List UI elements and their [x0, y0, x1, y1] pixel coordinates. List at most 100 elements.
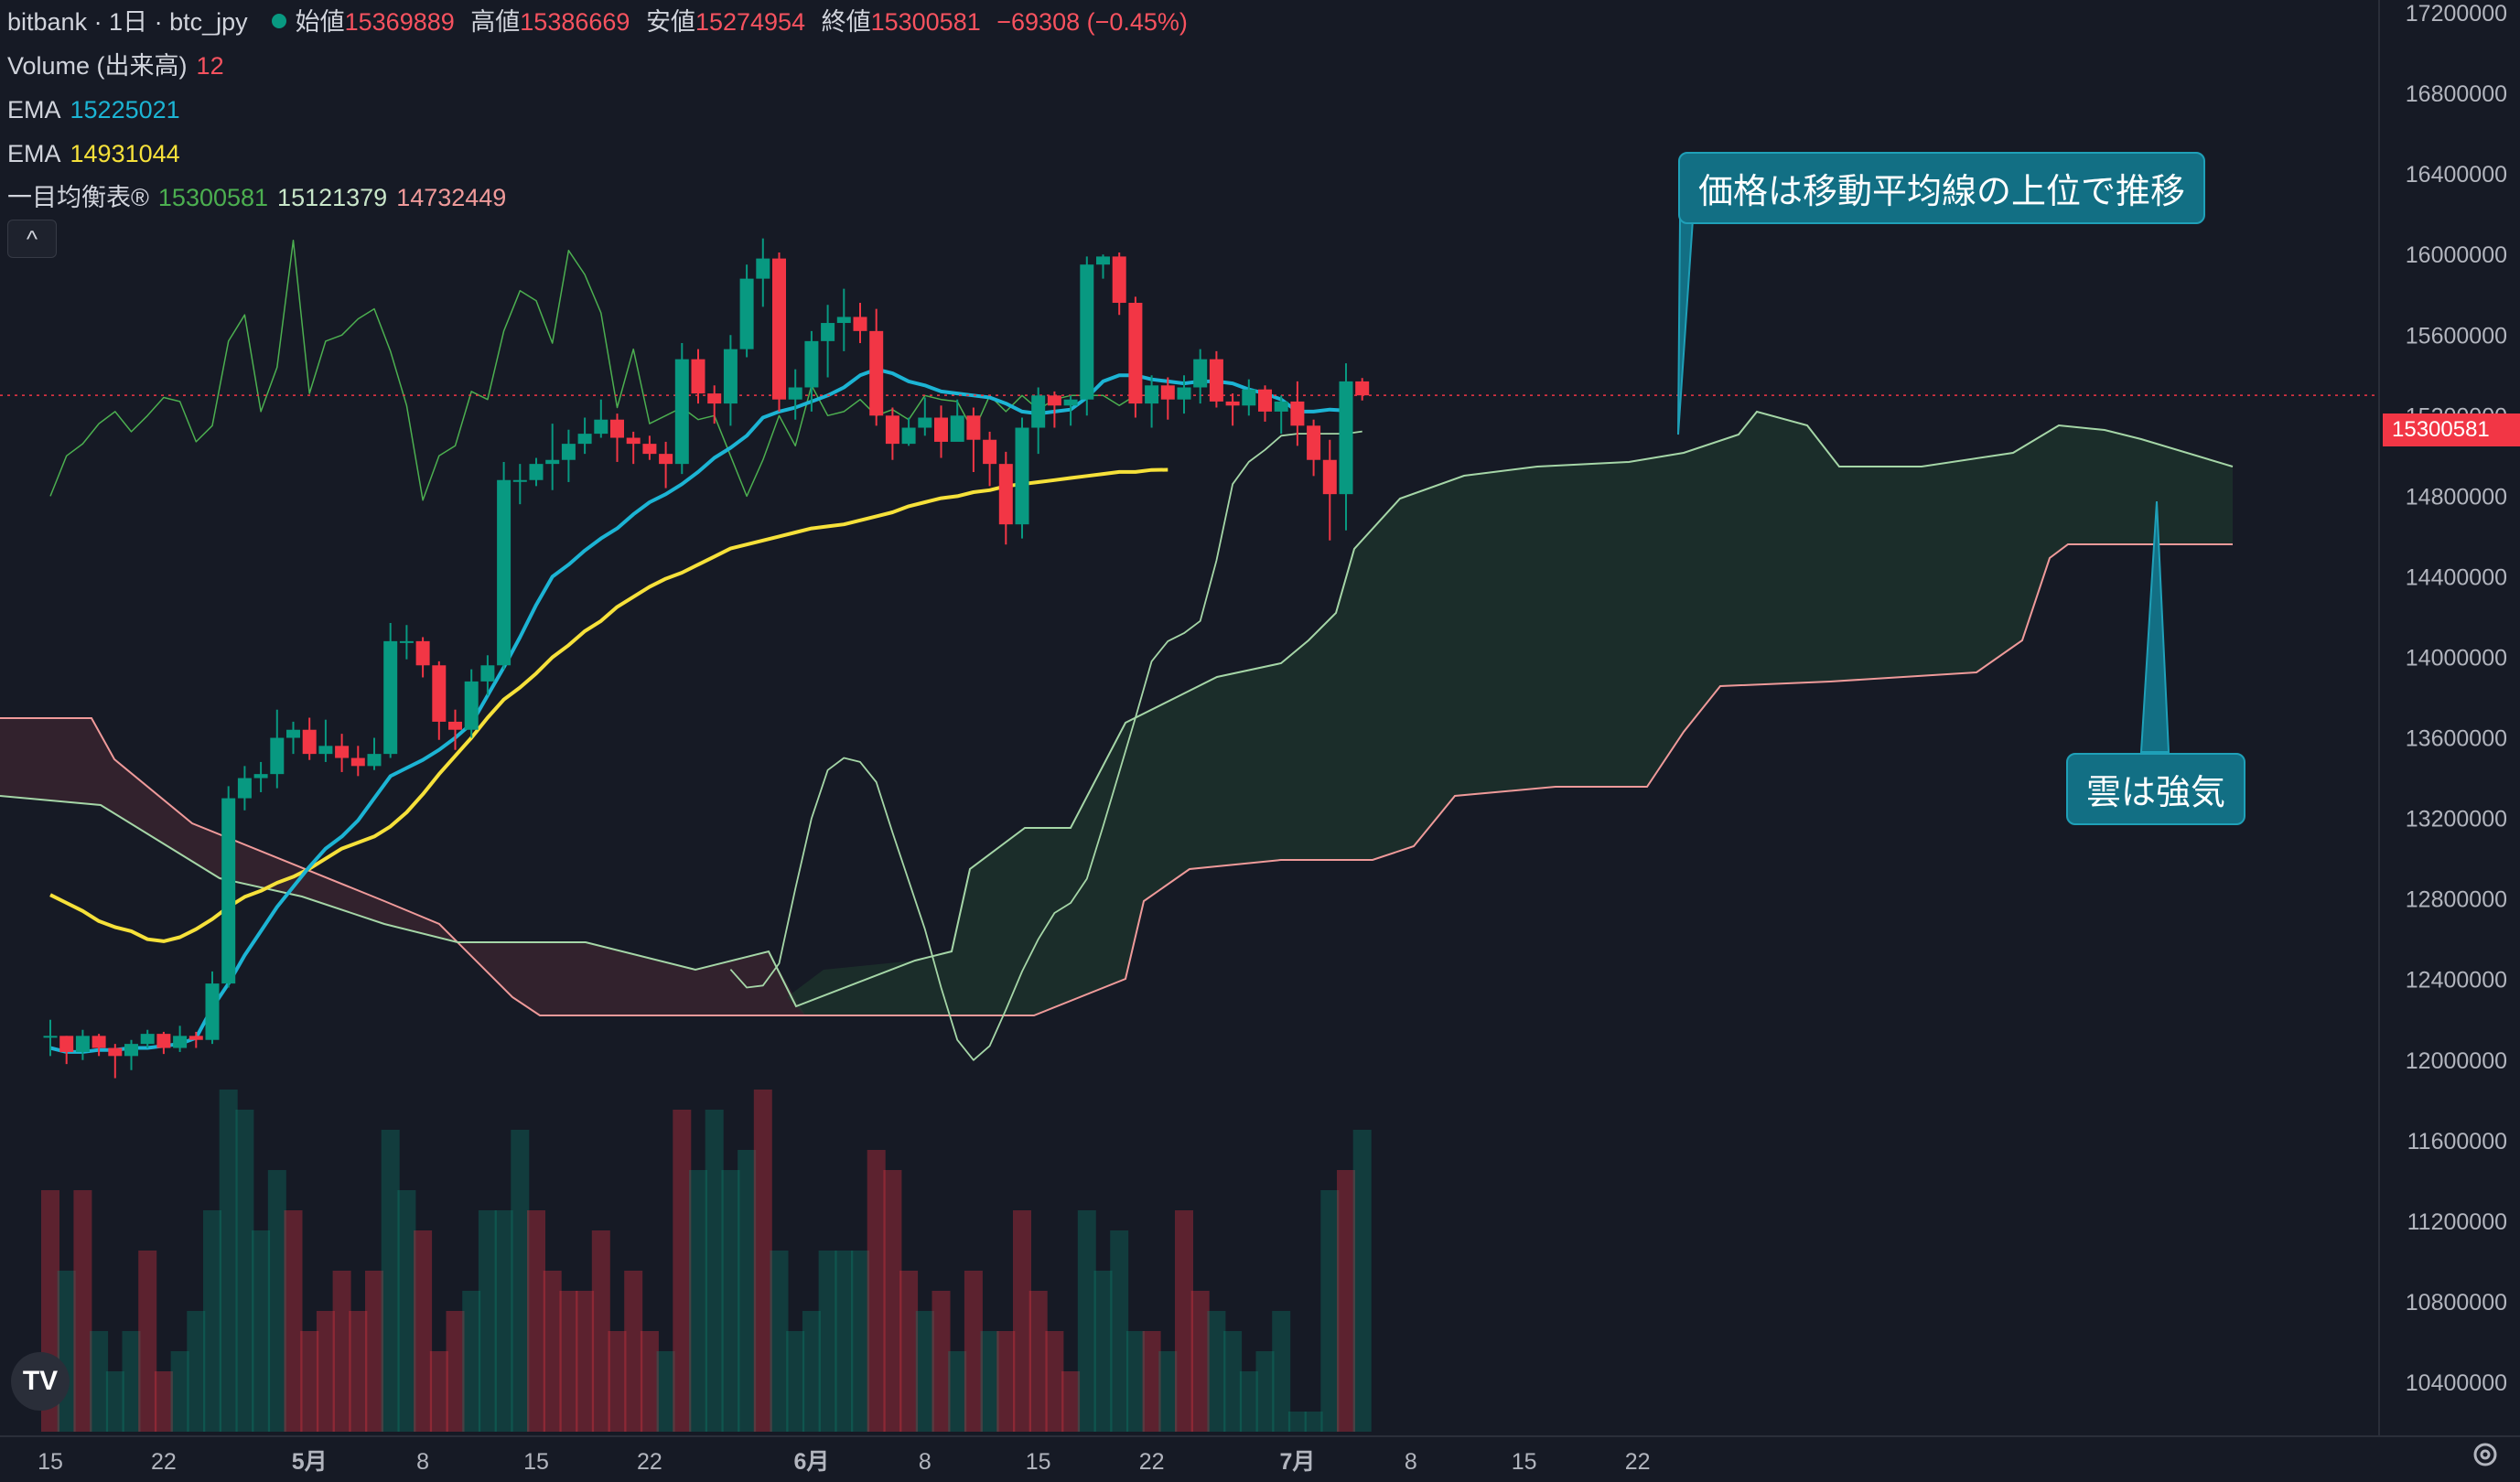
legend-ichimoku-row[interactable]: 一目均衡表® 15300581 15121379 14732449: [7, 176, 1197, 220]
candle-body: [140, 1034, 155, 1045]
candle-body: [821, 323, 835, 341]
price-tick-label: 14800000: [2406, 484, 2507, 510]
legend-ema1-row[interactable]: EMA 15225021: [7, 88, 1197, 132]
time-tick-label: 8: [919, 1449, 932, 1475]
time-tick-label: 22: [1139, 1449, 1165, 1475]
settings-gear-icon[interactable]: [2467, 1436, 2504, 1473]
low-label: 安値: [645, 8, 695, 36]
ichimoku-value-1: 15300581: [157, 184, 269, 211]
volume-bar: [267, 1170, 286, 1432]
price-tick-label: 14000000: [2406, 645, 2507, 671]
volume-bar: [332, 1271, 351, 1432]
time-tick-label: 5月: [292, 1449, 328, 1475]
candle-body: [707, 393, 722, 404]
price-tick-label: 12400000: [2406, 968, 2507, 993]
time-tick-label: 15: [1026, 1449, 1051, 1475]
candles: [43, 238, 1370, 1079]
candle-body: [950, 415, 964, 442]
volume-bar: [1287, 1412, 1307, 1432]
candle-body: [1063, 399, 1078, 406]
candle-body: [885, 415, 899, 445]
ema-slow-line: [49, 467, 1168, 943]
candle-body: [1160, 385, 1175, 400]
price-tick-label: 13200000: [2406, 807, 2507, 832]
legend-volume-row[interactable]: Volume (出来高) 12: [7, 44, 1197, 88]
volume-bar: [1142, 1331, 1161, 1432]
volume-bar: [1045, 1331, 1064, 1432]
volume-bar: [835, 1251, 854, 1432]
candle-body: [804, 340, 819, 388]
price-axis: 17200000 16800000 16400000 16000000 15600000…: [2378, 0, 2520, 1482]
price-tick-label: 14400000: [2406, 564, 2507, 590]
candle-body: [1339, 381, 1353, 495]
volume-bar: [1190, 1291, 1210, 1432]
market-status-icon: [271, 13, 286, 28]
candle-body: [1290, 401, 1305, 426]
volume-bar: [591, 1230, 610, 1432]
tradingview-logo-icon[interactable]: TV: [11, 1352, 70, 1411]
change-value: −69308 (−0.45%): [996, 8, 1188, 36]
volume-bar: [1239, 1371, 1258, 1432]
symbol-title[interactable]: bitbank · 1日 · btc_jpy: [7, 8, 248, 36]
price-tick-label: 16400000: [2406, 162, 2507, 188]
time-tick-label: 15: [38, 1449, 63, 1475]
candle-body: [788, 387, 802, 400]
candle-body: [1015, 427, 1029, 525]
candle-body: [659, 454, 673, 465]
candle-body: [1355, 381, 1370, 396]
candle-body: [610, 419, 624, 438]
candle-body: [1322, 459, 1337, 495]
volume-bar: [559, 1291, 578, 1432]
volume-bar: [1352, 1130, 1372, 1432]
volume-bar: [1077, 1210, 1096, 1432]
chevron-up-icon: ^: [26, 224, 38, 252]
volume-bar: [1158, 1351, 1178, 1432]
volume-bar: [1125, 1331, 1145, 1432]
volume-bar: [932, 1291, 951, 1432]
volume-bar: [915, 1311, 934, 1432]
time-tick-label: 6月: [793, 1449, 829, 1475]
volume-bar: [73, 1190, 92, 1432]
candle-body: [350, 757, 365, 767]
volume-bar: [753, 1090, 772, 1432]
volume-bar: [478, 1210, 497, 1432]
price-tick-label: 13600000: [2406, 726, 2507, 752]
volume-bar: [705, 1110, 724, 1432]
candle-body: [43, 1036, 58, 1038]
volume-bar: [786, 1331, 805, 1432]
candle-body: [1128, 303, 1143, 404]
candle-body: [399, 640, 414, 643]
volume-bar: [899, 1271, 919, 1432]
time-tick-label: 22: [637, 1449, 662, 1475]
legend-ema2-row[interactable]: EMA 14931044: [7, 132, 1197, 176]
bearish-cloud-area: [0, 718, 824, 1015]
candle-body: [626, 437, 641, 445]
volume-bar: [1175, 1210, 1193, 1432]
candle-body: [998, 464, 1013, 525]
candle-body: [577, 434, 592, 445]
candle-body: [756, 258, 770, 279]
candle-body: [188, 1036, 203, 1040]
candle-body: [415, 640, 430, 666]
collapse-legend-button[interactable]: ^: [7, 220, 57, 258]
open-label: 始値: [295, 8, 345, 36]
volume-bar: [543, 1271, 562, 1432]
candle-body: [367, 754, 382, 767]
candle-body: [1307, 425, 1321, 460]
volume-bar: [867, 1150, 886, 1432]
time-tick-label: 15: [1512, 1449, 1537, 1475]
leading-span-b-2: [805, 543, 2233, 1016]
ichimoku-value-2: 15121379: [277, 184, 388, 211]
candle-body: [545, 459, 560, 465]
candle-body: [92, 1036, 106, 1048]
price-tick-label: 17200000: [2406, 1, 2507, 27]
volume-bar: [656, 1351, 675, 1432]
candle-body: [918, 417, 932, 428]
candle-body: [723, 349, 738, 404]
callout-bottom: 雲は強気: [2066, 753, 2246, 825]
volume-bar: [851, 1251, 869, 1432]
candle-body: [383, 640, 398, 755]
candle-body: [432, 665, 447, 722]
time-tick-label: 15: [523, 1449, 549, 1475]
